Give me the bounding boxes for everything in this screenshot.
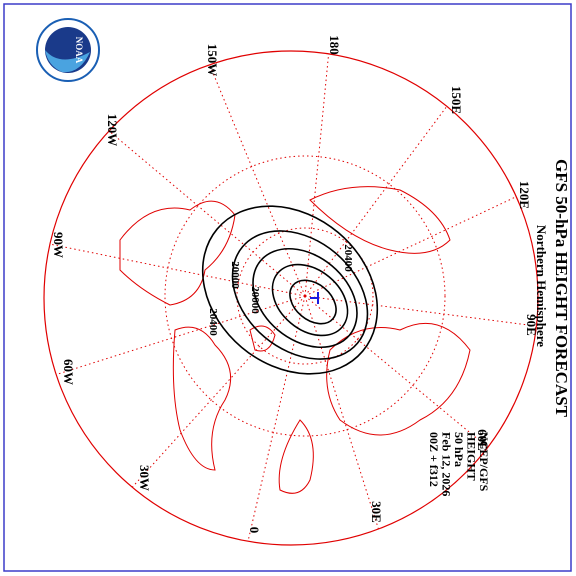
info-line: Feb 12, 2026 bbox=[440, 432, 454, 496]
latitude-circle bbox=[164, 155, 446, 437]
meridian bbox=[49, 243, 306, 297]
longitude-label: 150E bbox=[449, 86, 464, 114]
meridian bbox=[304, 53, 330, 297]
frame bbox=[3, 3, 572, 572]
info-line: HEIGHT bbox=[465, 432, 479, 481]
meridian bbox=[304, 196, 517, 297]
longitude-label: 60E bbox=[475, 429, 490, 451]
longitude-label: 120W bbox=[105, 114, 120, 147]
low-marker bbox=[310, 292, 319, 304]
longitude-label: 0 bbox=[247, 527, 262, 534]
longitude-label: 120E bbox=[517, 181, 532, 209]
meridian bbox=[56, 295, 306, 376]
longitude-label: 180 bbox=[327, 35, 342, 55]
height-contours bbox=[201, 205, 379, 375]
contour-label: 20400 bbox=[207, 308, 219, 336]
map-grid bbox=[43, 50, 539, 546]
meridian bbox=[304, 106, 448, 297]
info-line: NCEP/GFS bbox=[477, 432, 491, 492]
coastlines bbox=[119, 186, 471, 494]
latitude-circle bbox=[236, 227, 374, 365]
contour-label: 20000 bbox=[249, 286, 261, 314]
longitude-label: 30W bbox=[137, 465, 152, 491]
info-line: 00Z + f312 bbox=[427, 432, 441, 487]
longitude-label: 150W bbox=[205, 44, 220, 77]
info-line: 50 hPa bbox=[452, 432, 466, 467]
meridian bbox=[247, 295, 306, 542]
longitude-labels: 180 150E 120E 90E 60E 30E 0 30W 60W 90W 120W 150W bbox=[51, 35, 539, 533]
longitude-label: 90W bbox=[51, 232, 66, 258]
longitude-label: 30E bbox=[369, 501, 384, 523]
title: GFS 50-hPa HEIGHT FORECAST bbox=[552, 159, 571, 418]
meridian bbox=[304, 295, 537, 327]
contour-label: 20000 bbox=[229, 261, 241, 289]
noaa-logo: NOAA bbox=[36, 18, 100, 82]
longitude-label: 90E bbox=[524, 314, 539, 336]
meridian bbox=[209, 64, 306, 297]
logo-text: NOAA bbox=[74, 37, 84, 64]
map-boundary bbox=[43, 50, 539, 546]
longitude-label: 60W bbox=[61, 359, 76, 385]
contour-label: 20400 bbox=[342, 244, 354, 272]
subtitle: Northern Hemisphere bbox=[534, 225, 549, 347]
